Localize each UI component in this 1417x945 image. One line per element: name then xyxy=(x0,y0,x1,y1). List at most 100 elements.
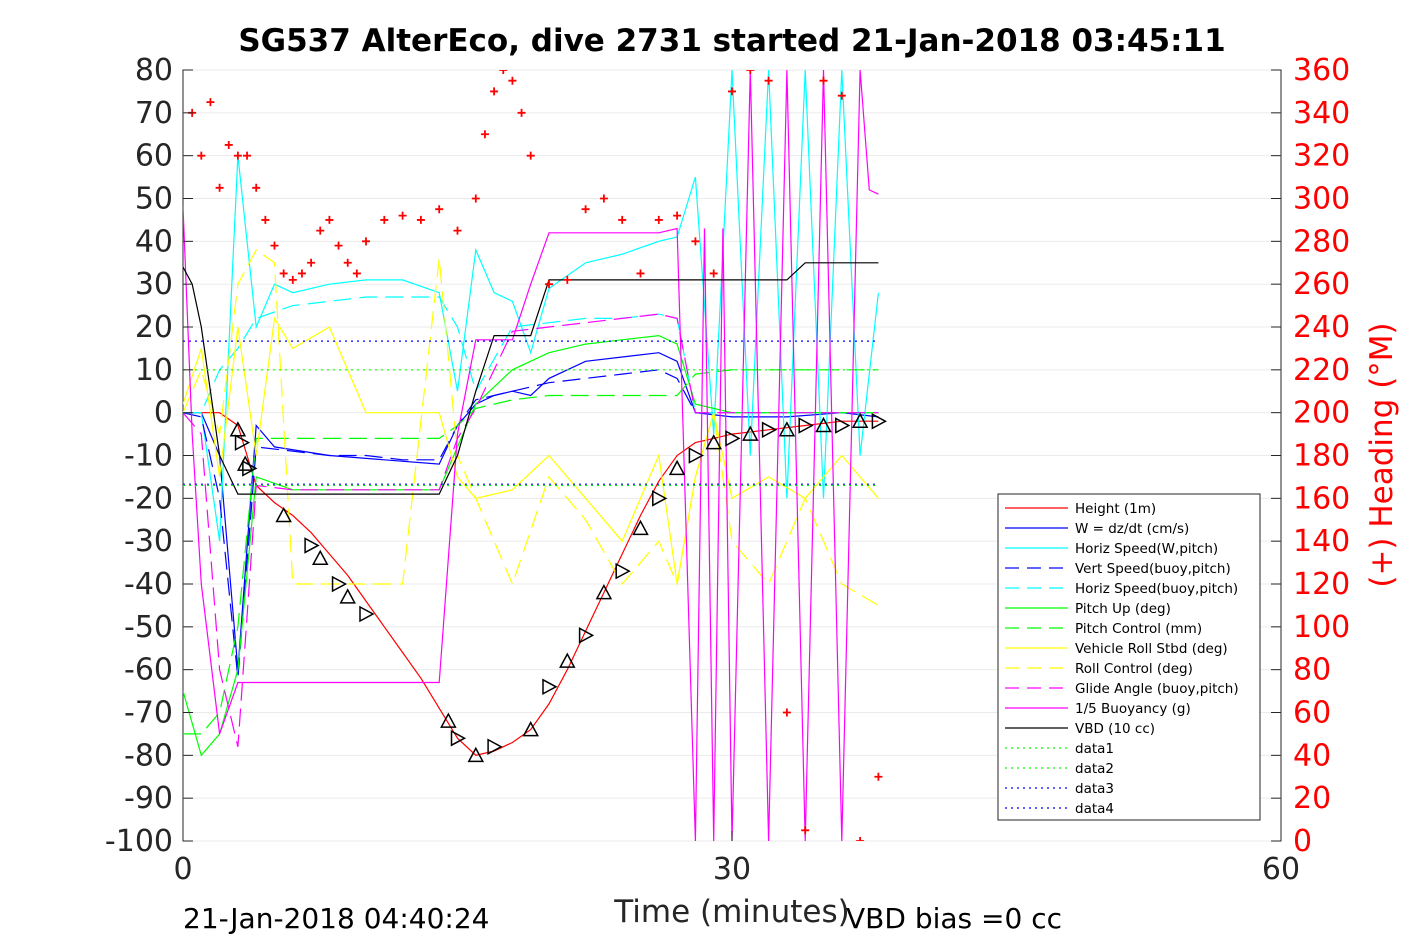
depth-marker xyxy=(522,721,539,737)
series-line-11 xyxy=(183,70,879,841)
heading-marker xyxy=(243,151,252,160)
legend-label: Pitch Control (mm) xyxy=(1075,621,1202,637)
y-tick-label: 80 xyxy=(135,53,173,88)
heading-marker xyxy=(252,183,261,192)
depth-marker xyxy=(339,588,356,604)
heading-marker xyxy=(819,76,828,85)
heading-marker xyxy=(206,98,215,107)
legend-label: Roll Control (deg) xyxy=(1075,661,1193,677)
heading-marker xyxy=(352,269,361,278)
heading-marker xyxy=(508,76,517,85)
y-tick-label: -80 xyxy=(124,738,173,773)
y-tick-label: 10 xyxy=(135,353,173,388)
y-tick-label: -30 xyxy=(124,524,173,559)
depth-marker xyxy=(234,434,251,451)
legend-label: VBD (10 cc) xyxy=(1075,721,1155,737)
heading-marker xyxy=(782,708,791,717)
heading-marker xyxy=(874,772,883,781)
heading-marker xyxy=(325,215,334,224)
y-tick-label: 70 xyxy=(135,96,173,131)
heading-marker xyxy=(343,258,352,267)
heading-marker xyxy=(416,215,425,224)
depth-marker xyxy=(778,421,796,437)
y-right-tick-label: 0 xyxy=(1293,824,1312,859)
y-right-tick-label: 300 xyxy=(1293,182,1350,217)
legend-label: Pitch Up (deg) xyxy=(1075,601,1171,617)
legend-label: Vert Speed(buoy,pitch) xyxy=(1075,561,1231,577)
heading-marker xyxy=(709,269,718,278)
heading-marker xyxy=(490,87,499,96)
heading-marker xyxy=(581,205,590,214)
y-right-tick-label: 200 xyxy=(1293,396,1350,431)
heading-marker xyxy=(526,151,535,160)
legend-label: Glide Angle (buoy,pitch) xyxy=(1075,681,1239,697)
heading-marker xyxy=(691,237,700,246)
heading-marker xyxy=(288,275,297,284)
heading-marker xyxy=(279,269,288,278)
y-tick-label: -60 xyxy=(124,653,173,688)
depth-marker xyxy=(304,537,320,554)
footer-vbd-bias: VBD bias =0 cc xyxy=(846,902,1062,935)
heading-marker xyxy=(270,241,279,250)
heading-marker xyxy=(728,87,736,96)
heading-marker xyxy=(636,269,645,278)
x-tick-label: 60 xyxy=(1262,852,1300,887)
heading-marker xyxy=(654,215,663,224)
y-right-tick-label: 80 xyxy=(1293,653,1331,688)
legend-label: data3 xyxy=(1075,781,1114,797)
depth-marker xyxy=(440,712,457,728)
depth-marker xyxy=(851,412,869,428)
heading-marker xyxy=(563,275,572,284)
depth-marker xyxy=(242,460,258,477)
y-right-tick-label: 320 xyxy=(1293,139,1350,174)
x-tick-label: 30 xyxy=(713,852,751,887)
y-right-tick-label: 360 xyxy=(1293,53,1350,88)
heading-marker xyxy=(746,70,755,74)
series-line-6 xyxy=(183,334,879,757)
depth-marker xyxy=(652,490,668,507)
heading-marker xyxy=(297,269,306,278)
heading-marker xyxy=(764,76,773,85)
y-tick-label: -100 xyxy=(105,824,173,859)
depth-marker xyxy=(331,575,348,593)
y-right-tick-label: 120 xyxy=(1293,567,1350,602)
depth-marker xyxy=(275,506,292,523)
y-tick-label: 50 xyxy=(135,182,173,217)
depth-marker xyxy=(705,434,722,450)
heading-marker xyxy=(197,151,206,160)
y-right-tick-label: 140 xyxy=(1293,524,1350,559)
y-tick-label: -10 xyxy=(124,439,173,474)
depth-marker xyxy=(835,417,851,434)
y-tick-label: 60 xyxy=(135,139,173,174)
y-right-tick-label: 20 xyxy=(1293,781,1331,816)
depth-marker xyxy=(761,421,778,439)
y-right-tick-label: 260 xyxy=(1293,267,1350,302)
y-tick-label: 40 xyxy=(135,224,173,259)
heading-marker xyxy=(362,237,370,246)
heading-marker xyxy=(837,91,846,100)
y-tick-label: -90 xyxy=(124,781,173,816)
depth-marker xyxy=(871,412,887,430)
depth-marker xyxy=(487,738,503,756)
depth-marker xyxy=(815,416,832,433)
heading-marker xyxy=(316,226,325,235)
y-right-tick-label: 60 xyxy=(1293,696,1331,731)
heading-marker xyxy=(499,70,508,74)
heading-marker xyxy=(334,241,343,250)
legend-label: Horiz Speed(W,pitch) xyxy=(1075,541,1218,557)
y-right-tick-label: 220 xyxy=(1293,353,1350,388)
series-line-12 xyxy=(183,262,879,495)
depth-marker xyxy=(450,729,467,747)
heading-marker xyxy=(398,211,407,220)
heading-marker xyxy=(517,108,526,117)
heading-marker xyxy=(261,215,270,224)
y-right-tick-label: 40 xyxy=(1293,738,1331,773)
heading-marker xyxy=(673,211,682,220)
series-line-10 xyxy=(183,313,879,747)
footer-timestamp: 21-Jan-2018 04:40:24 xyxy=(183,902,489,935)
legend-label: data2 xyxy=(1075,761,1114,777)
y-right-tick-label: 340 xyxy=(1293,96,1350,131)
legend-label: data1 xyxy=(1075,741,1114,757)
y-right-tick-label: 240 xyxy=(1293,310,1350,345)
